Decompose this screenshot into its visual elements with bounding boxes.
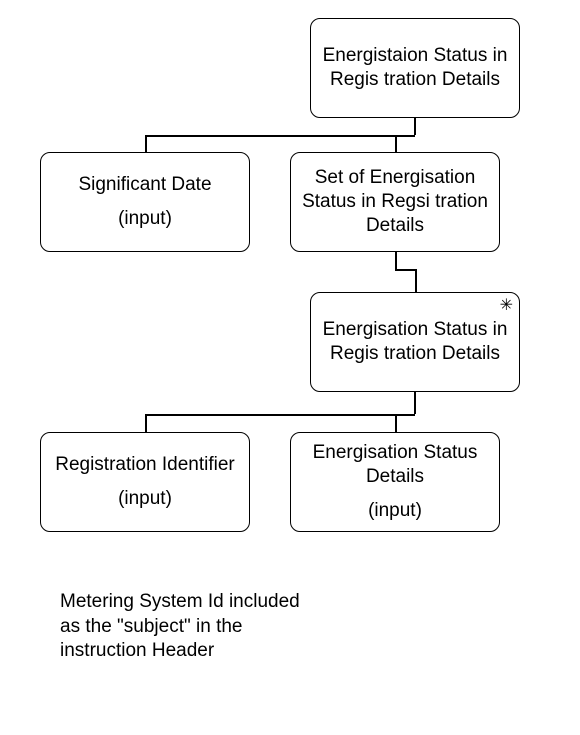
connector-line	[395, 135, 397, 152]
node-significant-date: Significant Date (input)	[40, 152, 250, 252]
node-energisation-status: Energisation Status in Regis tration Det…	[310, 292, 520, 392]
connector-line	[145, 135, 415, 137]
connector-line	[145, 414, 415, 416]
connector-line	[145, 414, 147, 432]
connector-line	[395, 414, 397, 432]
connector-line	[145, 135, 147, 152]
connector-line	[414, 118, 416, 135]
node-energisation-details-sub: (input)	[368, 499, 422, 523]
node-set-energisation-text: Set of Energisation Status in Regsi trat…	[299, 166, 491, 237]
node-root-text: Energistaion Status in Regis tration Det…	[319, 44, 511, 92]
connector-line	[415, 269, 417, 292]
node-significant-date-sub: (input)	[118, 207, 172, 231]
connector-line	[414, 392, 416, 414]
node-root: Energistaion Status in Regis tration Det…	[310, 18, 520, 118]
footnote-text: Metering System Id included as the "subj…	[60, 590, 310, 664]
node-registration-identifier: Registration Identifier (input)	[40, 432, 250, 532]
node-energisation-details: Energisation Status Details (input)	[290, 432, 500, 532]
connector-line	[395, 252, 397, 269]
node-registration-identifier-text: Registration Identifier	[55, 453, 235, 477]
asterisk-icon: ✳	[500, 296, 513, 316]
node-registration-identifier-sub: (input)	[118, 487, 172, 511]
node-set-energisation: Set of Energisation Status in Regsi trat…	[290, 152, 500, 252]
node-significant-date-text: Significant Date	[78, 173, 211, 197]
connector-line	[395, 269, 415, 271]
node-energisation-status-text: Energisation Status in Regis tration Det…	[319, 318, 511, 366]
node-energisation-details-text: Energisation Status Details	[299, 441, 491, 489]
